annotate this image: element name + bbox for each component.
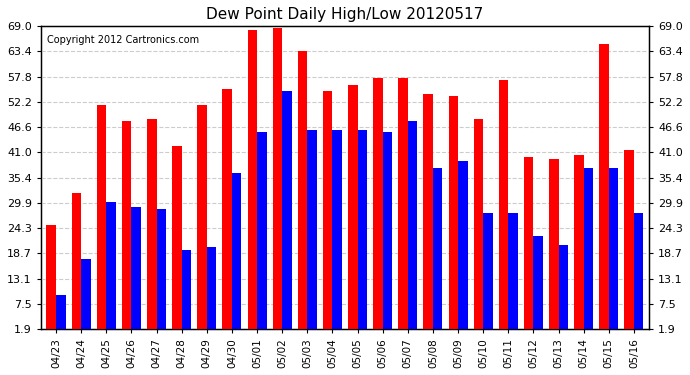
Bar <box>106 202 116 338</box>
Bar <box>248 30 257 338</box>
Bar <box>157 209 166 338</box>
Bar <box>348 85 357 338</box>
Bar <box>424 94 433 338</box>
Bar <box>46 225 56 338</box>
Bar <box>298 51 307 338</box>
Bar <box>273 28 282 338</box>
Bar <box>499 80 509 338</box>
Bar <box>624 150 634 338</box>
Bar <box>122 121 131 338</box>
Bar <box>357 130 367 338</box>
Bar <box>172 146 181 338</box>
Bar <box>559 245 568 338</box>
Bar <box>634 213 644 338</box>
Title: Dew Point Daily High/Low 20120517: Dew Point Daily High/Low 20120517 <box>206 7 484 22</box>
Bar <box>458 162 468 338</box>
Bar <box>232 173 241 338</box>
Bar <box>72 193 81 338</box>
Bar <box>181 250 191 338</box>
Text: Copyright 2012 Cartronics.com: Copyright 2012 Cartronics.com <box>47 35 199 45</box>
Bar <box>574 155 584 338</box>
Bar <box>509 213 518 338</box>
Bar <box>207 248 217 338</box>
Bar <box>257 132 266 338</box>
Bar <box>448 96 458 338</box>
Bar <box>307 130 317 338</box>
Bar <box>222 89 232 338</box>
Bar <box>373 78 383 338</box>
Bar <box>131 207 141 338</box>
Bar <box>81 259 90 338</box>
Bar <box>524 157 533 338</box>
Bar <box>533 236 543 338</box>
Bar <box>197 105 207 338</box>
Bar <box>408 121 417 338</box>
Bar <box>147 118 157 338</box>
Bar <box>473 118 483 338</box>
Bar <box>323 92 333 338</box>
Bar <box>609 168 618 338</box>
Bar <box>433 168 442 338</box>
Bar <box>549 159 559 338</box>
Bar <box>483 213 493 338</box>
Bar <box>600 44 609 338</box>
Bar <box>282 92 292 338</box>
Bar <box>333 130 342 338</box>
Bar <box>398 78 408 338</box>
Bar <box>97 105 106 338</box>
Bar <box>584 168 593 338</box>
Bar <box>56 295 66 338</box>
Bar <box>383 132 392 338</box>
